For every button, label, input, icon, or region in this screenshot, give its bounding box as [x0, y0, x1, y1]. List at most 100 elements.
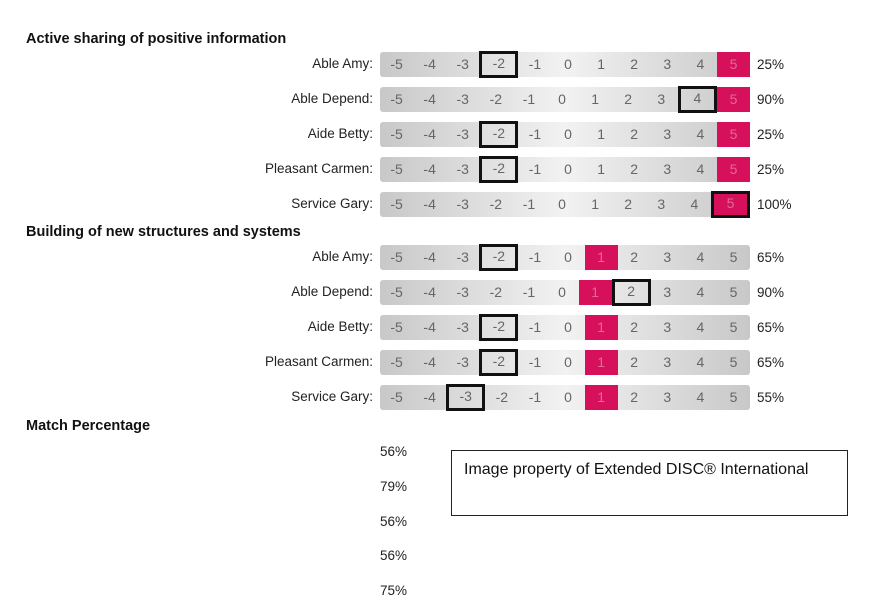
- person-row: Able Depend: -5 -4 -3 -2 -1 0 1 2 3 4 5 90%: [0, 86, 885, 113]
- scale-cell: 2: [624, 91, 633, 107]
- scale-cell: 4: [696, 161, 705, 177]
- scale-cell: -4: [423, 126, 436, 142]
- scale-cell: -3: [456, 319, 469, 335]
- scale-cell: -5: [390, 389, 403, 405]
- scale-cell: -5: [390, 354, 403, 370]
- section-title: Building of new structures and systems: [26, 224, 301, 240]
- match-percent: 65%: [757, 355, 785, 370]
- target-score-cell: 5: [716, 52, 751, 77]
- scale-cell: 4: [696, 319, 705, 335]
- scale-cell: 3: [663, 161, 672, 177]
- selected-score-cell: -2: [479, 156, 519, 183]
- scale-cell: 1: [597, 56, 605, 72]
- scale-cell: -1: [528, 319, 542, 335]
- scale-cell: -5: [390, 161, 403, 177]
- scale-cell: -5: [390, 249, 403, 265]
- target-score-cell: 5: [716, 122, 751, 147]
- scale-cell: 0: [558, 284, 566, 300]
- rating-scale: -5 -4 -3 -2 -1 0 1 2 3 4 5: [380, 121, 751, 148]
- selected-score-cell: -2: [479, 349, 519, 376]
- target-score-cell: 5: [716, 157, 751, 182]
- selected-score-cell: -2: [479, 244, 519, 271]
- person-name: Able Depend:: [291, 91, 373, 106]
- person-row: Aide Betty: -5 -4 -3 -2 -1 0 1 2 3 4 5 25%: [0, 121, 885, 148]
- selected-score-cell: 5: [710, 191, 751, 218]
- scale-cell: 0: [564, 126, 572, 142]
- scale-cell: 3: [663, 319, 672, 335]
- match-percent: 25%: [757, 57, 785, 72]
- match-percent: 65%: [757, 320, 785, 335]
- scale-cell: -4: [423, 354, 436, 370]
- scale-cell: -4: [423, 161, 436, 177]
- scale-cell: 0: [558, 91, 566, 107]
- scale-cell: -4: [423, 56, 436, 72]
- scale-cell: -5: [390, 126, 403, 142]
- scale-cell: 0: [558, 196, 566, 212]
- scale-cell: -3: [456, 354, 469, 370]
- scale-cell: 5: [729, 249, 738, 265]
- person-row: Pleasant Carmen: -5 -4 -3 -2 -1 0 1 2 3 4 5 25%: [0, 156, 885, 183]
- target-score-cell: 1: [584, 385, 618, 410]
- person-name: Service Gary:: [291, 196, 373, 211]
- match-percent: 90%: [757, 92, 785, 107]
- person-name: Able Amy:: [312, 249, 373, 264]
- match-percent: 25%: [757, 127, 785, 142]
- scale-cell: -4: [423, 319, 436, 335]
- rating-scale: -5 -4 -3 -2 -1 0 1 2 3 4 5: [380, 156, 751, 183]
- scale-cell: -1: [528, 126, 542, 142]
- scale-cell: -4: [423, 91, 436, 107]
- scale-cell: -2: [489, 196, 503, 212]
- rating-scale: -5 -4 -3 -2 -1 0 1 2 3 4 5: [380, 314, 750, 341]
- scale-cell: 3: [663, 56, 672, 72]
- scale-cell: -5: [390, 284, 403, 300]
- person-name: Able Amy:: [312, 56, 373, 71]
- match-row: Service Gary:75%: [0, 582, 420, 602]
- target-score-cell: 1: [578, 280, 612, 305]
- match-value: 56%: [380, 444, 408, 459]
- scale-cell: -1: [528, 161, 542, 177]
- scale-cell: 4: [696, 126, 705, 142]
- match-value: 56%: [380, 548, 408, 563]
- scale-cell: 0: [564, 389, 572, 405]
- selected-score-cell: -2: [479, 51, 519, 78]
- scale-cell: 2: [630, 354, 639, 370]
- person-name: Aide Betty:: [307, 126, 373, 141]
- scale-cell: 1: [591, 91, 599, 107]
- scale-cell: -3: [456, 196, 469, 212]
- scale-cell: 2: [630, 56, 639, 72]
- target-score-cell: 1: [584, 350, 618, 375]
- scale-cell: 5: [729, 319, 738, 335]
- target-score-cell: 1: [584, 245, 618, 270]
- match-percent: 90%: [757, 285, 785, 300]
- scale-cell: -5: [390, 91, 403, 107]
- scale-cell: -1: [522, 91, 536, 107]
- scale-cell: -4: [423, 196, 436, 212]
- scale-cell: 4: [696, 389, 705, 405]
- scale-cell: 0: [564, 354, 572, 370]
- scale-cell: -2: [489, 284, 503, 300]
- person-row: Able Amy: -5 -4 -3 -2 -1 0 1 2 3 4 5 25%: [0, 51, 885, 78]
- match-percent: 25%: [757, 162, 785, 177]
- scale-cell: 4: [696, 354, 705, 370]
- target-score-cell: 1: [584, 315, 618, 340]
- scale-cell: -4: [423, 389, 436, 405]
- scale-cell: 4: [696, 249, 705, 265]
- scale-cell: -1: [528, 389, 542, 405]
- person-name: Pleasant Carmen:: [264, 354, 373, 369]
- scale-cell: -3: [456, 91, 469, 107]
- scale-cell: 2: [630, 319, 639, 335]
- scale-cell: 0: [564, 319, 572, 335]
- scale-cell: 3: [663, 284, 672, 300]
- scale-cell: -2: [495, 389, 509, 405]
- scale-cell: -2: [489, 91, 503, 107]
- match-value: 79%: [380, 479, 408, 494]
- scale-cell: 4: [696, 56, 705, 72]
- scale-cell: 2: [630, 161, 639, 177]
- scale-cell: -1: [522, 196, 536, 212]
- target-score-cell: 5: [716, 87, 751, 112]
- scale-cell: 3: [663, 389, 672, 405]
- scale-cell: -4: [423, 249, 436, 265]
- person-row: Pleasant Carmen: -5 -4 -3 -2 -1 0 1 2 3 4 5 65%: [0, 349, 885, 376]
- scale-cell: 2: [624, 196, 633, 212]
